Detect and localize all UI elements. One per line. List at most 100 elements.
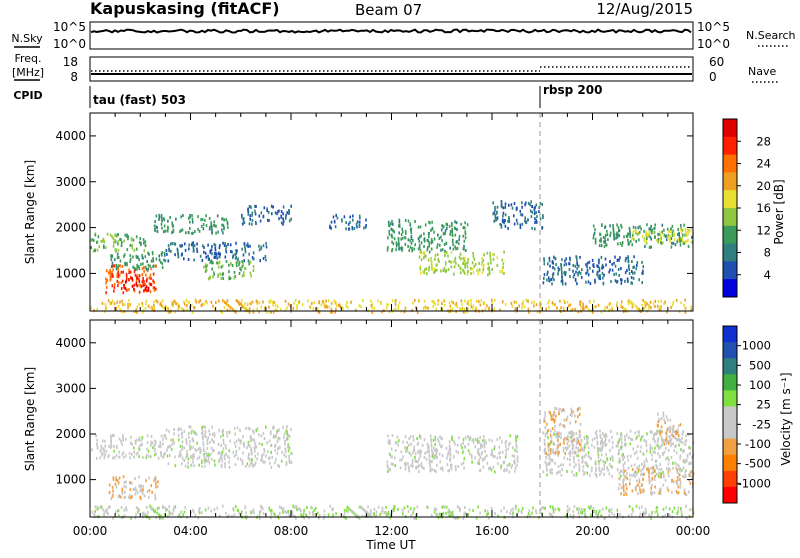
echo-cell [669, 429, 671, 433]
echo-cell [100, 239, 103, 243]
colorbar-swatch [723, 342, 737, 359]
echo-cell [521, 213, 524, 217]
echo-cell [140, 243, 142, 247]
echo-cell [553, 420, 556, 424]
echo-cell [506, 510, 508, 514]
echo-cell [153, 300, 155, 304]
echo-cell [225, 250, 228, 254]
echo-cell [549, 505, 552, 509]
echo-cell [240, 510, 243, 514]
echo-cell [554, 450, 557, 454]
echo-cell [471, 261, 474, 265]
echo-cell [136, 263, 138, 267]
echo-cell [205, 224, 208, 228]
echo-cell [108, 491, 111, 495]
echo-cell [629, 234, 631, 238]
echo-cell [657, 474, 660, 478]
echo-cell [559, 463, 562, 467]
echo-cell [361, 514, 364, 518]
echo-cell [674, 445, 676, 448]
echo-cell [601, 263, 604, 267]
echo-cell [204, 218, 206, 222]
echo-cell [550, 417, 553, 421]
echo-cell [560, 473, 563, 477]
echo-cell [234, 275, 236, 278]
echo-cell [288, 513, 290, 517]
echo-cell [154, 510, 156, 514]
echo-cell [646, 233, 648, 237]
echo-cell [629, 437, 632, 441]
echo-cell [280, 215, 283, 219]
echo-cell [286, 432, 288, 436]
echo-cell [250, 450, 253, 454]
echo-cell [648, 227, 651, 231]
echo-cell [147, 251, 149, 255]
echo-cell [124, 263, 126, 267]
echo-cell [625, 433, 628, 437]
echo-cell [352, 218, 354, 222]
echo-cell [657, 452, 659, 456]
echo-cell [272, 310, 275, 314]
echo-cell [113, 282, 116, 286]
echo-cell [158, 258, 161, 262]
echo-cell [657, 513, 659, 517]
echo-cell [685, 439, 688, 443]
echo-cell [176, 302, 179, 306]
echo-cell [312, 513, 315, 517]
echo-cell [420, 234, 422, 238]
echo-cell [548, 410, 551, 414]
echo-cell [463, 466, 465, 470]
echo-cell [490, 468, 493, 472]
echo-cell [228, 456, 231, 460]
echo-cell [547, 262, 549, 266]
echo-cell [158, 217, 160, 221]
echo-cell [651, 483, 653, 487]
echo-cell [278, 437, 281, 441]
echo-cell [665, 506, 667, 510]
echo-cell [163, 452, 166, 456]
echo-cell [425, 457, 428, 461]
echo-cell [619, 256, 621, 260]
echo-cell [287, 449, 290, 453]
echo-cell [667, 230, 670, 234]
echo-cell [578, 430, 581, 434]
echo-cell [557, 470, 560, 474]
echo-cell [90, 238, 92, 242]
echo-cell [556, 447, 558, 451]
echo-cell [593, 233, 595, 237]
echo-cell [520, 511, 523, 514]
echo-cell [269, 310, 271, 314]
echo-cell [502, 300, 504, 304]
echo-cell [141, 253, 143, 257]
echo-cell [657, 444, 659, 448]
echo-cell [122, 303, 124, 307]
y-tick-label: 3000 [55, 175, 86, 189]
echo-cell [408, 451, 411, 455]
echo-cell [631, 270, 633, 273]
echo-cell [180, 215, 182, 219]
echo-cell [657, 437, 660, 441]
echo-cell [268, 508, 271, 512]
echo-cell [409, 435, 412, 439]
echo-cell [208, 461, 211, 465]
echo-cell [657, 237, 660, 241]
echo-cell [496, 205, 499, 209]
echo-cell [657, 299, 660, 303]
echo-cell [141, 284, 143, 288]
echo-cell [110, 441, 112, 445]
echo-cell [207, 436, 209, 440]
echo-cell [637, 307, 639, 311]
echo-cell [579, 300, 581, 304]
echo-cell [620, 300, 623, 304]
echo-cell [135, 506, 138, 510]
echo-cell [391, 240, 393, 244]
echo-cell [125, 274, 128, 278]
echo-cell [635, 484, 638, 488]
echo-cell [188, 443, 191, 447]
echo-cell [656, 472, 658, 476]
echo-cell [364, 225, 367, 229]
colorbar-tick-label: 20 [756, 179, 771, 193]
echo-cell [632, 276, 635, 280]
echo-cell [210, 509, 212, 513]
echo-cell [495, 211, 498, 215]
